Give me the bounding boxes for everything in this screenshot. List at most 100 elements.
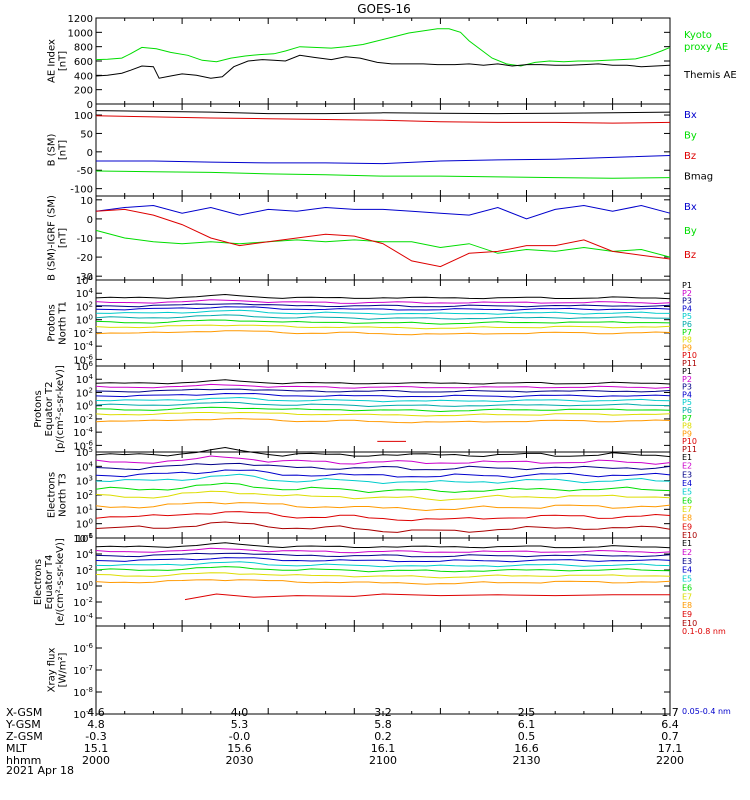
y-axis-label: North T1 [58,301,69,345]
x-tick-value: -0.0 [229,730,250,743]
legend-p6: P6 [682,406,692,415]
series-line-by [95,229,671,258]
legend-label: Bmag [684,171,713,182]
legend-label: Kyoto [684,30,712,41]
y-tick-label: 104 [76,460,94,473]
x-tick-value: 3.2 [374,706,392,719]
y-tick-label: 100 [76,518,93,531]
series-line-p2 [95,383,671,389]
legend-p6: P6 [682,320,692,329]
y-axis-label: B (SM) [47,133,58,166]
legend-e3: E3 [682,470,692,479]
y-tick-label: 1200 [68,14,93,25]
x-row-label: MLT [6,742,27,755]
y-tick-label: 1000 [68,28,93,39]
y-axis-label: Equator T4 [44,555,55,610]
legend-p2: P2 [682,289,692,298]
y-axis-label: B (SM)-IGRF (SM) [47,195,58,281]
x-tick-value: 0.2 [374,730,392,743]
legend-e1: E1 [682,539,692,548]
y-tick-label: 10-8 [73,686,93,699]
y-axis-label: Protons [33,390,44,427]
legend-p9: P9 [682,429,692,438]
legend-p7: P7 [682,328,692,337]
y-tick-label: 0 [87,215,93,226]
series-line-e6 [95,566,671,573]
x-row-label: Y-GSM [5,718,41,731]
y-tick-label: 100 [76,314,93,327]
series-line-p2 [95,299,671,305]
date-label: 2021 Apr 18 [6,764,74,777]
series-line-bx [96,155,671,165]
series-line-e8 [95,501,671,512]
y-tick-label: 106 [76,360,94,373]
series-line-e10 [95,521,671,533]
y-tick-label: 800 [74,43,93,54]
legend-0.1-0.8 nm: 0.1-0.8 nm [682,627,726,636]
legend-e10: E10 [682,619,697,628]
y-tick-label: 100 [74,111,93,122]
x-tick-value: 0.7 [661,730,679,743]
panel-7: 106 104 102 100 10-2 10-4 Electrons Equator T4[… [33,532,697,628]
series-line-e3 [95,552,671,558]
series-line-e3 [95,462,671,471]
x-tick-value: 4.8 [87,718,105,731]
series-line-p5 [95,309,671,315]
y-tick-label: 50 [80,129,93,140]
series-line-e2 [95,455,671,465]
legend-e10: E10 [682,531,697,540]
y-tick-label: 100 [76,580,93,593]
legend-p8: P8 [682,422,692,431]
y-tick-label: 10-2 [73,413,93,426]
legend-e7: E7 [682,505,692,514]
legend-p11: P11 [682,359,697,368]
y-tick-label: 104 [76,287,94,300]
y-tick-label: 104 [76,373,94,386]
plot-title: GOES-16 [357,2,411,16]
legend-p5: P5 [682,312,692,321]
panel-1: 1200 1000 800 600 400 200 0 AE Index [nT] Kyotopr… [47,14,737,111]
y-tick-label: 0 [87,100,93,111]
y-tick-label: 10 [80,196,93,207]
legend-p5: P5 [682,398,692,407]
y-tick-label: -50 [77,166,93,177]
series-line-p3 [95,388,671,393]
series-line-e4 [95,557,671,563]
x-tick-value: 2130 [513,754,541,767]
legend-0.05-0.4 nm: 0.05-0.4 nm [682,707,731,716]
series-line-p9 [95,418,671,424]
y-tick-label: -10 [77,234,93,245]
x-tick-value: 17.1 [658,742,683,755]
legend-e5: E5 [682,575,692,584]
y-tick-label: 10-4 [73,340,93,353]
panel-frame [95,195,671,281]
series-line-e5 [95,473,671,485]
series-line-e9 [95,511,671,522]
legend-p10: P10 [682,351,697,360]
x-tick-value: 6.1 [518,718,536,731]
legend-e6: E6 [682,583,692,592]
legend-p10: P10 [682,437,697,446]
legend-label: Themis AE [683,70,737,81]
legend-label: Bx [684,202,697,213]
y-tick-label: 101 [76,503,93,516]
y-tick-label: 10-7 [73,664,93,677]
y-tick-label: 400 [74,71,93,82]
legend-e9: E9 [682,522,692,531]
y-tick-label: 106 [76,532,94,545]
legend-e1: E1 [682,453,692,462]
x-row-label: Z-GSM [6,730,43,743]
x-tick-value: 2100 [369,754,397,767]
y-axis-label: Protons [47,304,58,341]
legend-e2: E2 [682,462,692,471]
y-tick-label: 102 [76,300,93,313]
y-axis-label: Electrons [47,472,58,518]
series-line-e9 [184,593,670,601]
y-tick-label: 106 [76,274,94,287]
y-axis-label: [nT] [58,51,69,71]
series-line-p4 [95,392,671,398]
